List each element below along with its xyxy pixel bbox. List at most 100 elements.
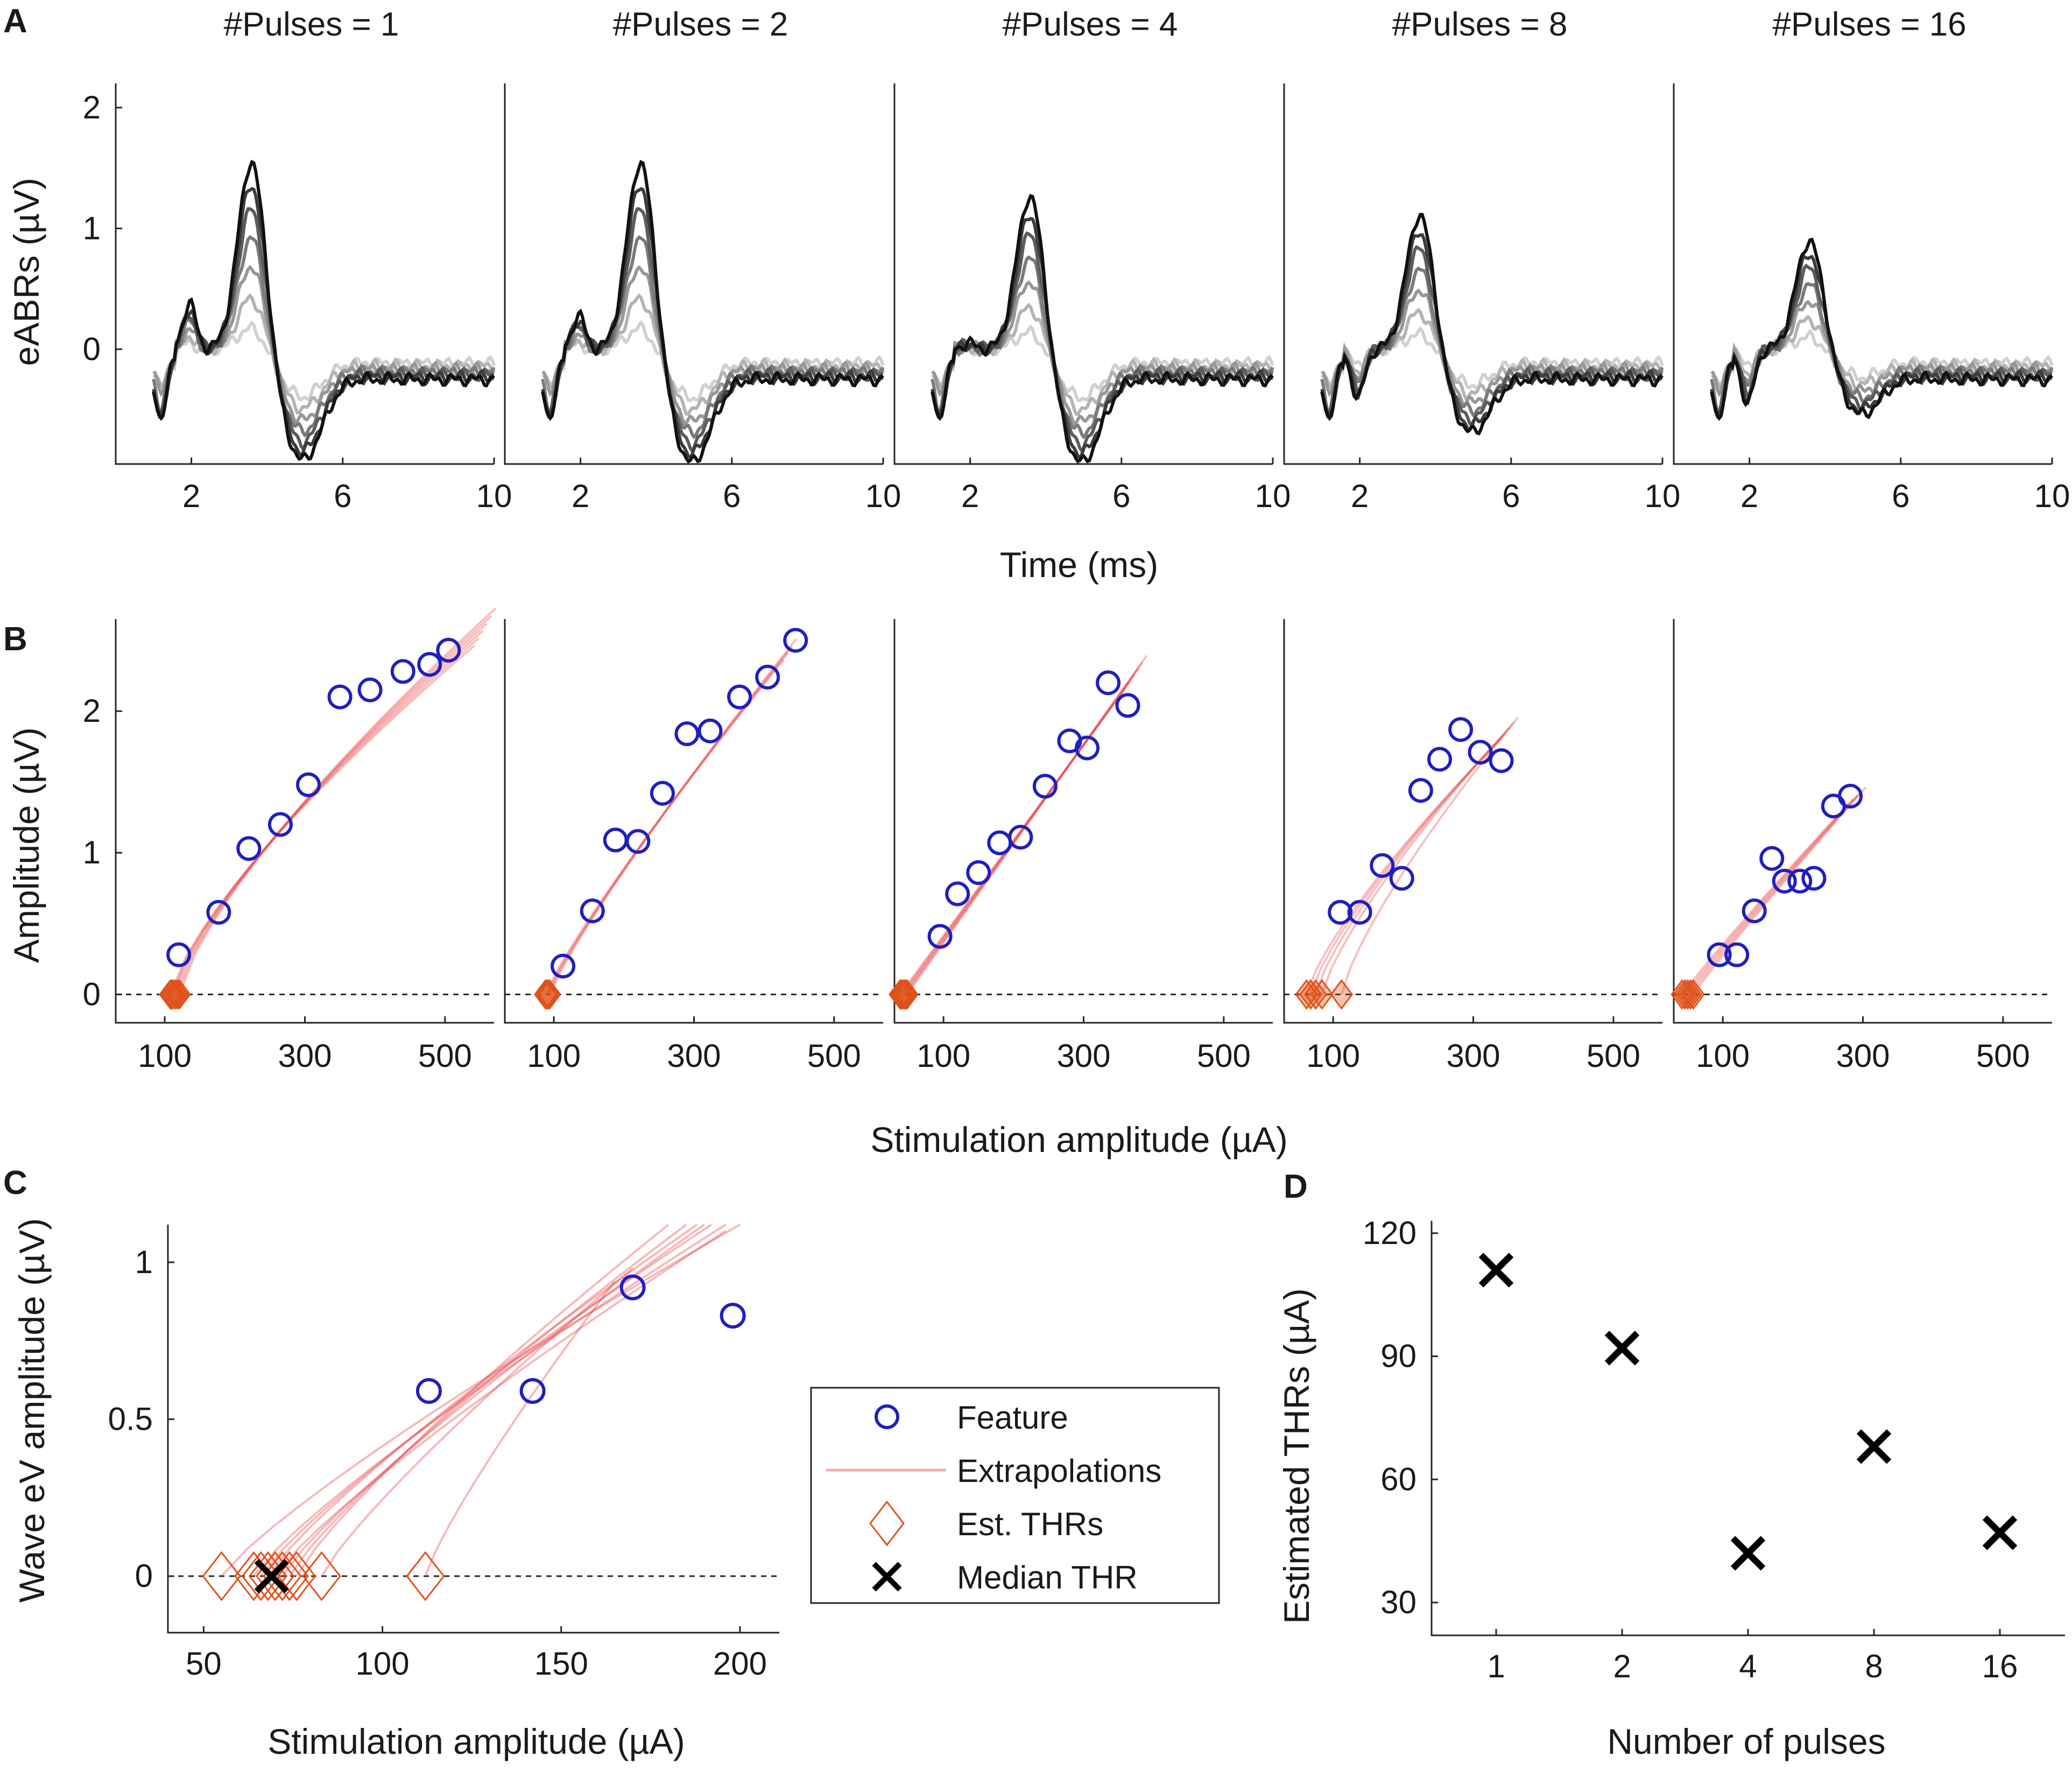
panel-b-feature-point — [1759, 846, 1785, 871]
panel-a-subplot-title: #Pulses = 16 — [1772, 6, 1966, 43]
panel-letter-a: A — [3, 3, 27, 40]
panel-c-extrapolation-line — [295, 1224, 669, 1577]
panel-a-subplot-3-axis-spines — [893, 83, 1273, 465]
panel-c-threshold-marker — [263, 1551, 302, 1601]
panel-b-feature-point — [697, 718, 723, 743]
panel-d-xtick-label: 4 — [1739, 1648, 1757, 1684]
panel-b-feature-point — [1707, 942, 1732, 967]
panel-b-xtick-label: 500 — [1197, 1038, 1251, 1074]
panel-b-extrapolation-line — [544, 659, 785, 995]
panel-b-subplot-1: 100 300 500 0 1 2 — [83, 607, 496, 1074]
panel-c-extrapolation-line — [424, 1280, 616, 1577]
panel-b-xtick-label: 300 — [1446, 1038, 1500, 1074]
panel-b-feature-point — [674, 721, 700, 747]
panel-d-threshold-point — [1856, 1429, 1892, 1464]
panel-b-threshold-marker — [168, 979, 191, 1010]
panel-letter-d: D — [1284, 1168, 1308, 1205]
panel-c-extrapolation-line — [252, 1224, 727, 1577]
panel-c-threshold-detail: Wave eV amplitude (µV) Stimulation ampli… — [12, 1218, 779, 1761]
panel-c-threshold-marker — [202, 1551, 241, 1601]
panel-b-extrapolation-line — [172, 630, 484, 995]
panel-b-feature-point — [1370, 853, 1395, 878]
panel-a-waveform-trace — [1710, 237, 2053, 421]
panel-a-ytick-label: 2 — [83, 89, 101, 125]
panel-b-feature-point — [1389, 866, 1414, 891]
panel-b-feature-point — [436, 637, 461, 663]
panel-b-threshold-marker — [161, 979, 185, 1010]
panel-c-extrapolation-line — [274, 1230, 727, 1577]
panel-b-threshold-marker — [1310, 979, 1334, 1010]
panel-b-extrapolation-line — [1684, 798, 1854, 995]
panel-b-feature-point — [625, 829, 651, 854]
panel-a-xtick-label: 10 — [2034, 478, 2070, 514]
panel-b-subplot-1-axis-spines — [115, 619, 494, 1024]
panel-b-ylabel: Amplitude (µV) — [6, 727, 46, 963]
panel-b-threshold-marker — [891, 979, 914, 1010]
panel-a-subplot-1: #Pulses = 1 2 6 10 0 1 2 — [83, 6, 512, 514]
panel-b-threshold-marker — [1330, 979, 1354, 1010]
panel-b-threshold-marker — [534, 979, 557, 1010]
panel-b-feature-point — [267, 812, 293, 837]
panel-a-xtick-label: 6 — [334, 478, 351, 514]
panel-c-threshold-marker — [302, 1551, 341, 1601]
panel-a-subplot-5: #Pulses = 16 2 6 10 — [1673, 6, 2070, 514]
panel-b-threshold-marker — [1304, 979, 1327, 1010]
panel-b-threshold-marker — [892, 979, 916, 1010]
panel-d-xtick-label: 8 — [1865, 1648, 1883, 1684]
panel-d-xtick-label: 16 — [1982, 1648, 2018, 1684]
panel-b-feature-point — [166, 942, 192, 967]
panel-c-feature-point — [415, 1378, 442, 1404]
panel-b-threshold-marker — [1676, 979, 1700, 1010]
panel-a-subplot-2: #Pulses = 2 2 6 10 — [504, 6, 901, 514]
panel-b-subplot-3: 100 300 500 — [889, 619, 1273, 1074]
panel-d-threshold-point — [1604, 1331, 1640, 1366]
panel-b-feature-point — [1787, 868, 1813, 894]
panel-b-feature-point — [650, 781, 675, 806]
panel-c-extrapolation-line — [267, 1224, 698, 1577]
panel-a-xtick-label: 10 — [476, 478, 512, 514]
panel-a-subplot-1-axis-spines — [115, 83, 494, 465]
panel-b-feature-point — [1408, 778, 1433, 803]
panel-b-extrapolation-line — [174, 622, 488, 995]
panel-a-xtick-label: 10 — [1645, 478, 1681, 514]
panel-b-feature-point — [1489, 748, 1514, 774]
panel-letter-c: C — [3, 1164, 27, 1201]
panel-b-threshold-marker — [896, 979, 919, 1010]
panel-a-ytick-label: 0 — [83, 331, 101, 367]
panel-c-extrapolation-line — [221, 1224, 741, 1577]
legend-feature-symbol — [875, 1404, 899, 1429]
panel-b-feature-point — [783, 628, 808, 653]
panel-d-ytick-label: 30 — [1380, 1584, 1416, 1620]
panel-b-feature-point — [390, 659, 415, 684]
panel-b-feature-point — [1096, 670, 1121, 695]
panel-c-xtick-label: 150 — [534, 1646, 588, 1682]
legend-median-symbol — [872, 1562, 902, 1592]
panel-b-feature-point — [1115, 693, 1140, 718]
panel-a-waveform-trace — [931, 194, 1274, 464]
panel-a-xtick-label: 2 — [182, 478, 200, 514]
legend-threshold-symbol — [869, 1500, 905, 1547]
panel-b-extrapolation-line — [1687, 795, 1858, 995]
panel-b-subplot-5: 100 300 500 — [1671, 619, 2052, 1074]
panel-a-xtick-label: 2 — [961, 478, 979, 514]
panel-c-legend: Feature Extrapolations Est. THRs Median THR — [810, 1387, 1220, 1604]
panel-a-xtick-label: 2 — [1740, 478, 1758, 514]
panel-b-threshold-marker — [1673, 979, 1697, 1010]
panel-b-threshold-marker — [894, 979, 918, 1010]
panel-b-feature-point — [1328, 899, 1353, 925]
panel-d-ytick-label: 120 — [1363, 1215, 1416, 1251]
panel-b-threshold-marker — [1679, 979, 1702, 1010]
panel-c-xtick-label: 200 — [713, 1646, 767, 1682]
panel-b-threshold-marker — [166, 979, 189, 1010]
panel-b-threshold-marker — [537, 979, 560, 1010]
legend-label: Feature — [957, 1400, 1068, 1436]
panel-d-xtick-label: 2 — [1613, 1648, 1631, 1684]
panel-b-threshold-marker — [164, 979, 187, 1010]
panel-b-feature-point — [417, 652, 442, 677]
panel-b-feature-point — [1838, 783, 1863, 809]
panel-b-ytick-label: 0 — [83, 976, 101, 1012]
panel-b-threshold-marker — [160, 979, 184, 1010]
panel-b-xtick-label: 100 — [1696, 1038, 1750, 1074]
panel-a-subplot-title: #Pulses = 1 — [224, 6, 399, 43]
panel-c-feature-point — [619, 1274, 646, 1301]
